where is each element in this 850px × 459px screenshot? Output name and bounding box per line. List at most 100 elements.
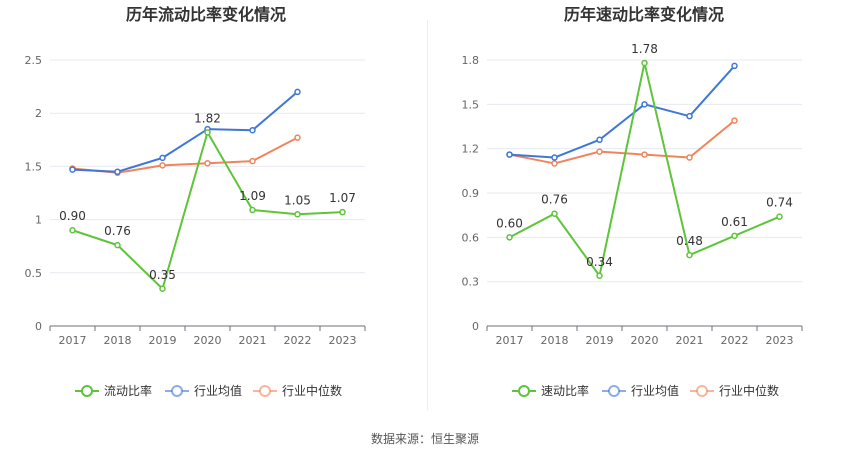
data-point [506, 234, 513, 241]
legend-label: 行业均值 [194, 383, 242, 398]
legend-label: 速动比率 [541, 383, 589, 398]
y-tick-label: 0.3 [462, 276, 480, 289]
data-label: 0.61 [721, 215, 748, 229]
legend-item[interactable]: 流动比率 [75, 383, 152, 398]
data-label: 1.05 [284, 193, 311, 207]
data-point [294, 134, 301, 141]
data-label: 0.76 [104, 224, 131, 238]
y-tick-label: 0 [472, 320, 479, 333]
data-point [204, 159, 211, 167]
legend-label: 流动比率 [104, 383, 152, 398]
legend-item[interactable]: 行业中位数 [690, 383, 779, 398]
series-line [509, 61, 780, 277]
y-tick-label: 1.2 [462, 143, 480, 156]
data-point [731, 232, 738, 240]
chart-divider [427, 20, 428, 410]
data-label: 1.78 [631, 42, 658, 56]
y-tick-label: 0.9 [462, 187, 480, 200]
x-tick-label: 2021 [676, 334, 704, 347]
legend-label: 行业均值 [631, 383, 679, 398]
series-line [72, 131, 343, 290]
x-tick-label: 2023 [329, 334, 357, 347]
data-label: 1.09 [239, 189, 266, 203]
legend-item[interactable]: 行业均值 [165, 383, 242, 398]
legend-label: 行业中位数 [719, 383, 779, 398]
series-line [509, 65, 736, 159]
chart-title: 历年流动比率变化情况 [126, 5, 286, 24]
data-label: 0.74 [766, 196, 793, 210]
data-label: 0.76 [541, 193, 568, 207]
y-tick-label: 2.5 [25, 54, 43, 67]
y-tick-label: 0 [35, 320, 42, 333]
data-point [551, 160, 558, 167]
current-ratio-chart: 历年流动比率变化情况 0 0.5 1 1.5 2 2.5 2017 2018 2019 2020 20… [25, 5, 366, 398]
x-tick-label: 2020 [631, 334, 659, 347]
x-tick-label: 2023 [766, 334, 794, 347]
x-tick-label: 2022 [284, 334, 312, 347]
x-tick-label: 2019 [149, 334, 177, 347]
data-point [641, 151, 648, 158]
legend-swatch-marker [696, 385, 708, 397]
data-label: 1.82 [194, 111, 221, 125]
y-tick-label: 0.6 [462, 231, 480, 244]
x-tick-label: 2018 [541, 334, 569, 347]
data-point [596, 136, 603, 144]
data-point [686, 251, 693, 259]
data-point [294, 88, 301, 96]
x-tick-label: 2019 [586, 334, 614, 347]
data-point [159, 154, 166, 162]
data-point [776, 213, 783, 220]
series-line [72, 91, 299, 173]
chart-title: 历年速动比率变化情况 [564, 5, 724, 24]
x-tick-label: 2020 [194, 334, 222, 347]
data-point [204, 129, 211, 136]
data-point [551, 210, 558, 217]
legend-label: 行业中位数 [282, 383, 342, 398]
data-point [294, 211, 301, 218]
data-point [551, 154, 558, 161]
y-tick-label: 1.5 [462, 98, 480, 111]
series-line [509, 119, 736, 165]
data-point [249, 206, 256, 214]
y-tick-label: 1 [35, 214, 42, 227]
y-tick-label: 1.5 [25, 160, 43, 173]
data-point [159, 285, 166, 293]
data-point [686, 112, 693, 120]
quick-ratio-chart: 历年速动比率变化情况 0 0.3 0.6 0.9 1.2 1.5 1.8 2017 2018 201… [462, 5, 803, 398]
data-point [69, 166, 76, 173]
data-label: 0.90 [59, 209, 86, 223]
x-tick-label: 2018 [104, 334, 132, 347]
data-point [114, 168, 121, 175]
data-label: 0.35 [149, 268, 176, 282]
data-point [159, 162, 166, 169]
data-point [641, 59, 648, 67]
legend-swatch-marker [171, 385, 183, 397]
y-tick-label: 2 [35, 107, 42, 120]
data-point [506, 151, 513, 158]
data-point [69, 226, 76, 234]
legend-swatch-marker [259, 385, 271, 397]
data-point [249, 157, 256, 165]
legend-item[interactable]: 速动比率 [512, 383, 589, 398]
legend-item[interactable]: 行业均值 [602, 383, 679, 398]
legend-swatch-marker [518, 385, 530, 397]
data-point [731, 62, 738, 70]
x-tick-label: 2017 [59, 334, 87, 347]
x-tick-label: 2017 [496, 334, 524, 347]
x-tick-label: 2021 [239, 334, 267, 347]
y-tick-label: 1.8 [462, 54, 480, 67]
y-tick-label: 0.5 [25, 267, 43, 280]
data-point [596, 148, 603, 155]
data-point [596, 272, 603, 280]
data-point [641, 101, 648, 108]
data-label: 0.60 [496, 216, 523, 230]
data-label: 0.48 [676, 234, 703, 248]
data-source-note: 数据来源：恒生聚源 [370, 432, 479, 446]
data-point [114, 241, 121, 249]
data-point [339, 208, 346, 216]
data-point [249, 126, 256, 134]
legend-swatch-marker [608, 385, 620, 397]
data-point [731, 117, 738, 124]
legend-item[interactable]: 行业中位数 [253, 383, 342, 398]
